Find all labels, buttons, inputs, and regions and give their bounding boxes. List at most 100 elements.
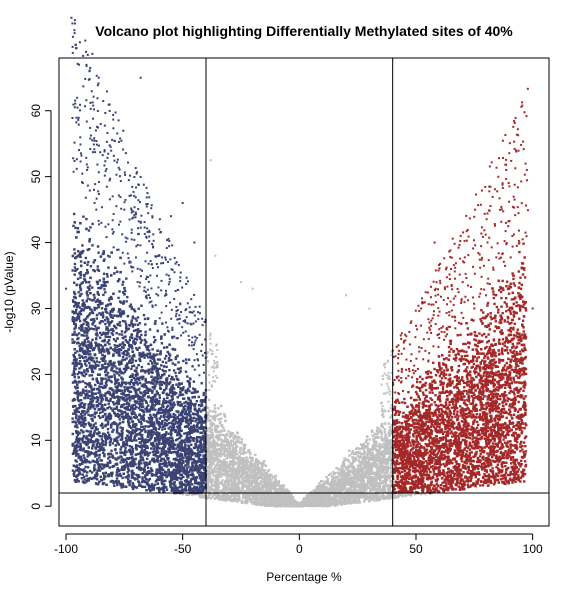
data-point — [268, 477, 272, 481]
data-point — [208, 389, 211, 392]
data-point — [251, 479, 254, 482]
data-point — [378, 447, 382, 451]
data-point — [357, 459, 360, 462]
data-point — [373, 447, 377, 451]
data-point — [219, 433, 222, 437]
data-point — [340, 502, 343, 506]
data-point — [215, 453, 219, 457]
data-point — [212, 474, 215, 477]
data-point — [339, 494, 343, 497]
data-point — [360, 447, 364, 450]
data-point — [278, 484, 281, 488]
data-point — [361, 479, 364, 482]
data-point — [368, 495, 371, 498]
data-point — [218, 481, 222, 484]
data-point — [205, 406, 208, 409]
data-point — [287, 502, 291, 506]
data-point — [226, 438, 229, 442]
data-point — [367, 456, 371, 459]
data-point — [233, 442, 236, 445]
data-point — [230, 481, 233, 484]
data-point — [344, 483, 347, 486]
data-point — [382, 410, 385, 413]
data-point — [347, 464, 351, 468]
data-point — [310, 504, 314, 507]
data-point — [389, 432, 393, 436]
data-point — [220, 417, 223, 420]
data-point — [351, 484, 354, 488]
data-point — [245, 461, 248, 464]
data-point — [213, 410, 216, 413]
data-point — [241, 490, 244, 493]
data-point — [382, 392, 385, 395]
data-point — [272, 475, 275, 479]
data-point — [360, 472, 364, 475]
data-point — [371, 458, 375, 462]
data-point — [260, 475, 263, 479]
data-point — [254, 467, 257, 470]
data-point — [319, 493, 322, 496]
data-point — [236, 490, 239, 493]
data-point — [252, 502, 256, 505]
data-point — [373, 455, 377, 459]
data-point — [208, 442, 211, 445]
data-point — [243, 446, 246, 449]
data-point — [259, 461, 262, 465]
data-point — [224, 499, 227, 502]
data-point — [363, 488, 367, 491]
data-point — [328, 494, 332, 497]
data-point — [245, 475, 249, 478]
data-point — [335, 503, 339, 507]
data-point — [387, 385, 390, 388]
data-point — [337, 482, 340, 486]
data-point — [206, 411, 210, 415]
data-point — [364, 445, 368, 448]
data-point — [227, 465, 231, 468]
data-point — [397, 494, 401, 497]
data-point — [209, 480, 213, 484]
data-point — [239, 474, 243, 477]
data-point — [266, 497, 270, 500]
data-point — [381, 480, 385, 483]
data-point — [222, 483, 226, 486]
data-point — [389, 480, 392, 483]
data-point — [267, 469, 271, 472]
data-point — [264, 487, 268, 490]
data-point — [251, 459, 254, 462]
data-point — [334, 487, 338, 490]
data-point — [209, 348, 212, 351]
data-point — [214, 374, 217, 377]
data-point — [367, 469, 370, 472]
data-point — [240, 464, 244, 467]
data-point — [208, 381, 211, 384]
data-point — [251, 287, 254, 290]
data-point — [215, 480, 219, 483]
data-point — [364, 495, 368, 498]
data-point — [256, 484, 259, 487]
data-point — [326, 497, 329, 501]
data-point — [212, 467, 216, 471]
data-point — [375, 448, 378, 451]
data-point — [213, 404, 217, 407]
data-point — [100, 400, 103, 403]
data-point — [347, 469, 351, 472]
data-point — [264, 481, 267, 484]
data-point — [281, 502, 284, 505]
data-point — [215, 458, 218, 462]
data-point — [249, 460, 252, 463]
data-point — [381, 374, 384, 377]
data-point — [257, 486, 261, 490]
data-point — [336, 478, 340, 482]
data-point — [258, 475, 261, 479]
data-point — [256, 482, 259, 485]
data-point — [202, 495, 205, 498]
data-point — [209, 485, 212, 489]
data-point — [242, 478, 245, 482]
data-point — [217, 436, 221, 439]
data-point — [387, 422, 391, 425]
data-point — [209, 338, 212, 341]
data-point — [217, 418, 220, 421]
data-point — [348, 473, 351, 476]
data-point — [211, 433, 215, 437]
data-point — [294, 501, 298, 504]
